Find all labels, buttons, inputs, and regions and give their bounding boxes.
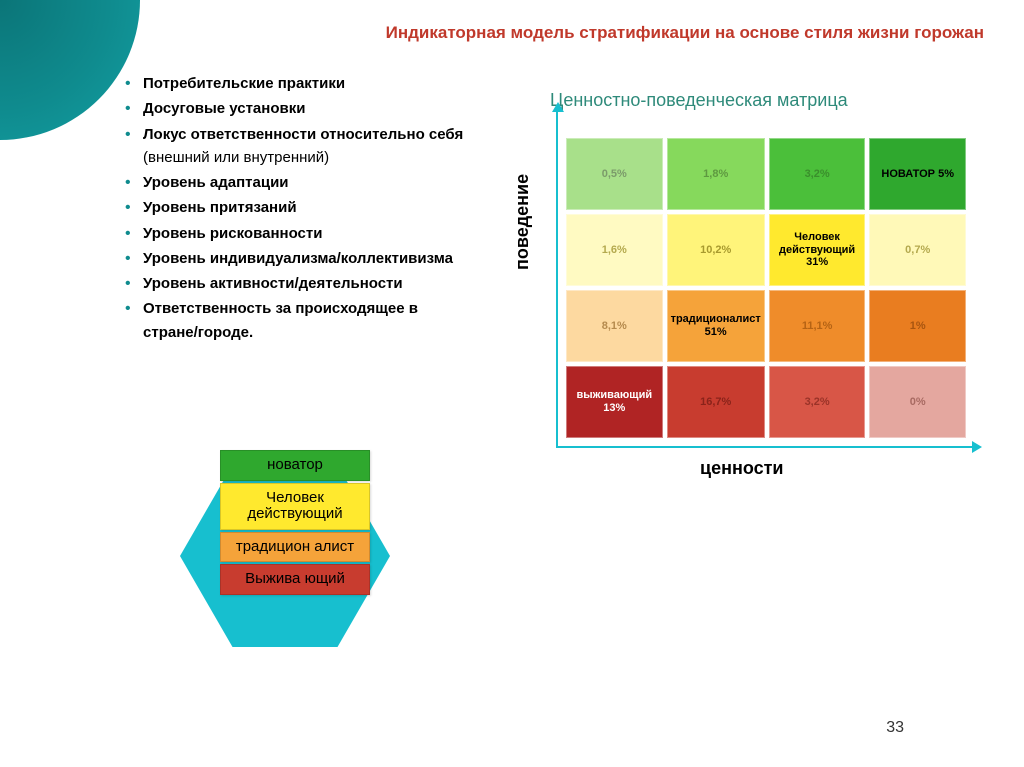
list-item: Досуговые установки — [125, 97, 475, 120]
matrix-cell: 1,8% — [667, 138, 765, 210]
matrix-cell: 11,1% — [769, 290, 866, 362]
hex-label: традицион алист — [220, 532, 370, 563]
matrix-area: Ценностно-поведенческая матрица поведени… — [510, 90, 980, 115]
matrix-cell: 3,2% — [769, 366, 866, 438]
matrix-cell: Человек действующий 31% — [769, 214, 866, 286]
y-axis — [556, 108, 558, 448]
list-item: Уровень индивидуализма/коллективизма — [125, 247, 475, 270]
matrix-cell: 0,7% — [869, 214, 966, 286]
matrix-cell: 0,5% — [566, 138, 663, 210]
hex-label: Человек действующий — [220, 483, 370, 530]
matrix-cell: 10,2% — [667, 214, 765, 286]
list-item: Уровень адаптации — [125, 171, 475, 194]
list-item: Уровень притязаний — [125, 196, 475, 219]
matrix-cell: 1% — [869, 290, 966, 362]
list-item: Потребительские практики — [125, 72, 475, 95]
matrix-cell: 3,2% — [769, 138, 866, 210]
matrix-grid: 0,5%1,8%3,2%НОВАТОР 5%1,6%10,2%Человек д… — [566, 138, 966, 438]
list-item: Локус ответственности относительно себя … — [125, 123, 475, 170]
indicators-list: Потребительские практикиДосуговые устано… — [125, 72, 475, 346]
matrix-cell: 16,7% — [667, 366, 765, 438]
x-axis — [556, 446, 976, 448]
matrix-cell: традиционалист 51% — [667, 290, 765, 362]
page-number: 33 — [886, 719, 904, 737]
matrix-cell: 0% — [869, 366, 966, 438]
matrix-cell: выживающий 13% — [566, 366, 663, 438]
hex-label: Выжива ющий — [220, 564, 370, 595]
matrix-cell: 8,1% — [566, 290, 663, 362]
hex-labels: новаторЧеловек действующийтрадицион алис… — [220, 450, 370, 597]
page-title: Индикаторная модель стратификации на осн… — [350, 22, 984, 44]
y-label: поведение — [512, 174, 533, 270]
list-item: Ответственность за происходящее в стране… — [125, 297, 475, 344]
hexagon-legend: новаторЧеловек действующийтрадицион алис… — [170, 440, 400, 670]
decorative-circle — [0, 0, 140, 140]
list-item: Уровень рискованности — [125, 222, 475, 245]
matrix-cell: 1,6% — [566, 214, 663, 286]
matrix-cell: НОВАТОР 5% — [869, 138, 966, 210]
x-label: ценности — [700, 458, 783, 479]
hex-label: новатор — [220, 450, 370, 481]
matrix-title: Ценностно-поведенческая матрица — [550, 90, 980, 111]
list-item: Уровень активности/деятельности — [125, 272, 475, 295]
